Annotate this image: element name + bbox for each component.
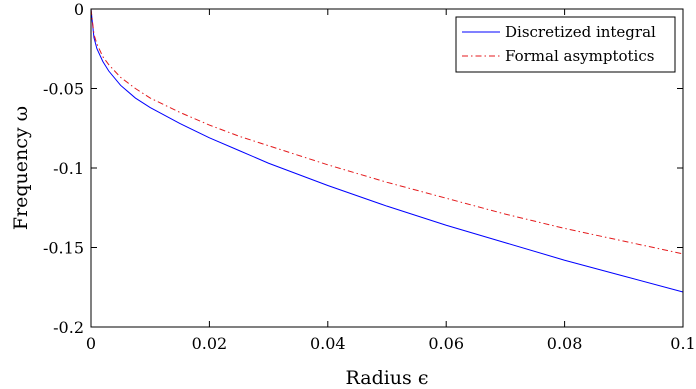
x-tick-label: 0.08 — [547, 334, 583, 353]
series-line-formal-asymptotics — [90, 8, 684, 255]
y-axis: 0 -0.05 -0.1 -0.15 -0.2 — [43, 0, 683, 337]
y-tick-label: -0.15 — [43, 239, 84, 258]
y-tick-label: 0 — [74, 0, 84, 19]
y-tick-label: -0.1 — [53, 159, 84, 178]
x-tick-label: 0.06 — [428, 334, 464, 353]
series-layer — [90, 8, 684, 293]
legend: Discretized integral Formal asymptotics — [455, 16, 676, 73]
x-tick-label: 0.1 — [670, 334, 695, 353]
x-axis: 0 0.02 0.04 0.06 0.08 0.1 — [86, 9, 696, 353]
x-axis-label: Radius ϵ — [346, 367, 429, 389]
x-tick-label: 0.04 — [310, 334, 346, 353]
series-line-discretized-integral — [90, 8, 684, 293]
x-tick-label: 0.02 — [192, 334, 228, 353]
legend-label-formal-asymptotics: Formal asymptotics — [505, 47, 654, 65]
legend-label-discretized-integral: Discretized integral — [505, 23, 656, 41]
legend-box — [455, 16, 676, 73]
y-tick-label: -0.2 — [53, 318, 84, 337]
y-axis-label: Frequency ω — [10, 106, 32, 230]
x-tick-label: 0 — [86, 334, 96, 353]
y-tick-label: -0.05 — [43, 80, 84, 99]
